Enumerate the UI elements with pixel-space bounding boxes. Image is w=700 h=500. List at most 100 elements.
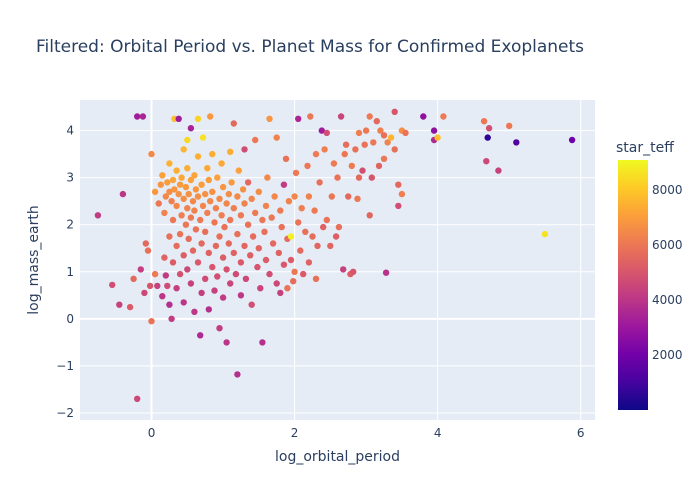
data-point — [252, 136, 259, 144]
data-point — [194, 259, 202, 266]
data-point — [126, 303, 134, 311]
data-point — [290, 278, 297, 285]
data-point — [168, 198, 175, 205]
data-point — [348, 162, 355, 170]
data-point — [304, 162, 311, 170]
data-point — [211, 219, 218, 226]
data-point — [237, 212, 245, 219]
data-point — [362, 127, 370, 134]
data-point — [355, 129, 363, 137]
data-point — [209, 263, 216, 271]
data-point — [184, 205, 191, 212]
data-point — [198, 289, 205, 297]
data-point — [255, 188, 262, 195]
data-point — [209, 150, 216, 158]
data-point — [320, 223, 327, 231]
data-point — [321, 146, 328, 153]
data-point — [184, 266, 191, 273]
data-point — [361, 141, 368, 148]
data-points — [94, 108, 576, 402]
data-point — [232, 270, 240, 278]
data-point — [221, 223, 228, 231]
data-point — [327, 242, 334, 250]
data-point — [173, 202, 180, 210]
data-point — [323, 216, 330, 224]
data-point — [420, 113, 427, 120]
data-point — [219, 294, 227, 301]
data-point — [151, 188, 159, 195]
data-point — [162, 272, 169, 279]
data-point — [211, 287, 218, 294]
data-point — [234, 371, 241, 378]
colorbar-tick-label: 6000 — [652, 238, 683, 252]
data-point — [176, 181, 184, 188]
data-point — [305, 193, 313, 200]
data-point — [223, 339, 230, 346]
data-point — [227, 148, 234, 155]
data-point — [237, 259, 245, 266]
data-point — [277, 289, 284, 297]
data-point — [202, 275, 209, 282]
data-point — [197, 332, 204, 339]
data-point — [275, 249, 282, 257]
colorbar-tick-label: 4000 — [652, 293, 683, 307]
data-point — [541, 230, 549, 238]
data-point — [318, 127, 325, 134]
x-tick-label: 2 — [291, 426, 299, 440]
data-point — [182, 183, 190, 191]
data-point — [155, 200, 162, 207]
data-point — [247, 252, 254, 259]
data-point — [194, 153, 202, 160]
data-point — [309, 233, 316, 240]
data-point — [268, 214, 275, 221]
y-tick-label: −2 — [56, 406, 74, 420]
data-point — [257, 285, 264, 292]
data-point — [434, 134, 441, 141]
data-point — [175, 115, 182, 123]
data-point — [271, 193, 278, 200]
data-point — [205, 249, 212, 257]
data-point — [162, 193, 169, 200]
data-point — [223, 266, 230, 273]
data-point — [205, 176, 212, 184]
data-point — [178, 174, 185, 181]
data-point — [204, 165, 211, 172]
data-point — [391, 146, 398, 153]
data-point — [141, 289, 148, 297]
data-point — [214, 174, 221, 181]
data-point — [234, 230, 241, 238]
colorbar-tick-labels: 2000 4000 6000 8000 — [652, 183, 683, 362]
colorbar-tick-label: 2000 — [652, 348, 683, 362]
data-point — [284, 285, 291, 292]
data-point — [295, 115, 302, 123]
data-point — [184, 136, 191, 144]
data-point — [273, 280, 280, 287]
data-point — [173, 167, 180, 174]
data-point — [187, 176, 195, 184]
y-tick-label: 2 — [66, 218, 74, 232]
data-point — [157, 181, 164, 188]
data-point — [216, 233, 223, 240]
data-point — [239, 186, 247, 193]
data-point — [230, 249, 237, 257]
data-point — [280, 181, 288, 188]
data-point — [169, 176, 177, 184]
data-point — [228, 179, 235, 186]
data-point — [568, 136, 576, 144]
data-point — [291, 268, 298, 275]
data-point — [159, 293, 166, 300]
data-point — [391, 108, 398, 116]
data-point — [227, 280, 234, 287]
data-point — [175, 190, 182, 198]
data-point — [295, 219, 302, 226]
data-point — [395, 202, 402, 210]
data-point — [259, 339, 266, 346]
data-point — [218, 212, 225, 219]
data-point — [259, 216, 266, 224]
data-point — [248, 195, 255, 202]
data-point — [166, 160, 173, 167]
data-point — [198, 181, 205, 188]
data-point — [241, 146, 248, 153]
data-point — [298, 205, 305, 212]
data-point — [137, 266, 144, 273]
